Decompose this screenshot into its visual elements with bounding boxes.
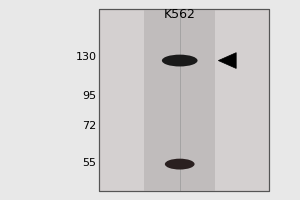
Text: 130: 130 (76, 52, 97, 62)
Text: 72: 72 (82, 121, 97, 131)
Bar (144, 9, 215, 191)
Text: 95: 95 (82, 91, 97, 101)
Bar (100, 9, 269, 191)
Bar (100, 9, 269, 191)
Ellipse shape (165, 159, 195, 170)
Text: 55: 55 (82, 158, 97, 168)
Polygon shape (218, 53, 236, 68)
Ellipse shape (162, 55, 198, 66)
Text: K562: K562 (164, 8, 196, 21)
